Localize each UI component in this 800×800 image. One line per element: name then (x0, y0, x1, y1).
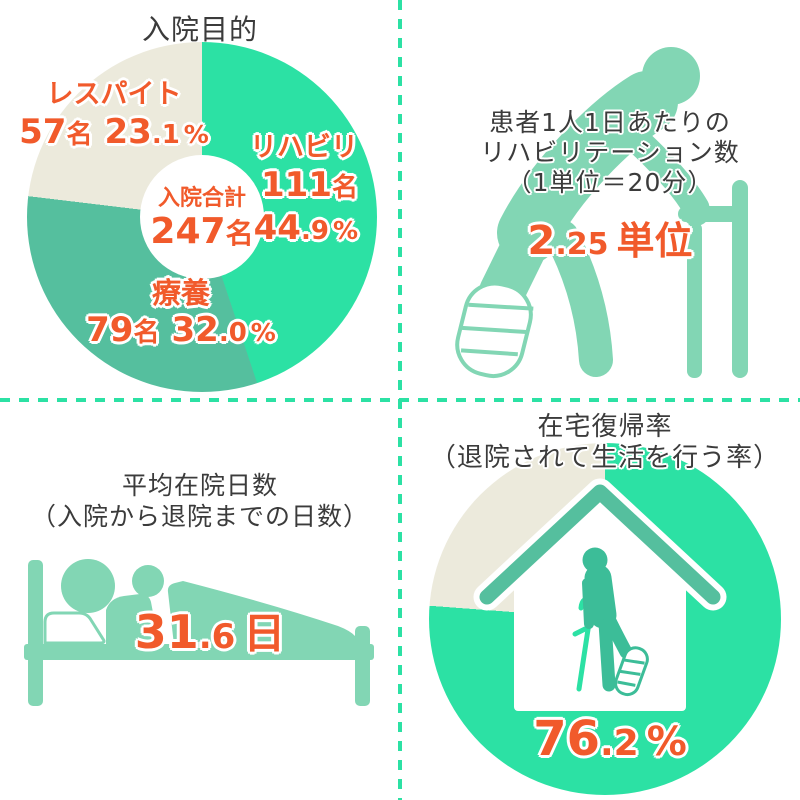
center-label-text: 入院合計 (157, 186, 246, 211)
bed-left-post (28, 560, 43, 706)
admission-purpose-title: 入院目的 (141, 13, 258, 46)
person-back-leg (479, 212, 553, 315)
house-person-front-leg (603, 614, 633, 659)
avg-stay-title: 平均在院日数 （入院から退院までの日数） (30, 471, 369, 531)
rehab-percent: 44.9% (253, 208, 358, 248)
slice-label-respite: レスパイト 57名 23.1% (14, 78, 214, 155)
lying-person-head (132, 565, 164, 597)
walking-person-icon (455, 47, 748, 379)
bed-rail (24, 644, 374, 660)
admission-pie-center-label: 入院合計 247名 (122, 186, 282, 254)
rehab-count: 111名 (261, 165, 358, 205)
person-head (642, 47, 700, 105)
blanket-shape (167, 581, 359, 645)
slice-label-rehab: リハビリ 111名 44.9% (138, 131, 358, 251)
medical-count-percent: 79名 32.0% (86, 310, 276, 350)
sitting-person-body (106, 594, 159, 645)
rehab-units-title: 患者1人1日あたりの リハビリテーション数 （1単位＝20分） (480, 108, 740, 197)
bandaged-foot-icon (455, 281, 534, 379)
person-hand (682, 198, 710, 226)
hospital-bed-icon (24, 559, 374, 706)
house-person-icon (582, 547, 649, 697)
house-person-cast (614, 646, 649, 697)
pillow-shape (43, 611, 106, 645)
house-person-torso (584, 564, 617, 629)
roof-band (479, 484, 721, 605)
house-icon (473, 478, 727, 711)
center-total: 247名 (150, 211, 254, 252)
respite-count-percent: 57名 23.1% (19, 112, 209, 152)
slice-label-medical: 療養 79名 32.0% (76, 276, 286, 353)
walker-front-bar (732, 180, 748, 378)
walker-rear-bar (687, 222, 702, 378)
home-return-title: 在宅復帰率 （退院されて生活を行う率） (429, 412, 781, 473)
person-front-leg (545, 220, 613, 377)
avg-stay-value: 31.6 日 (134, 605, 286, 659)
horizontal-dashed-divider (0, 398, 800, 402)
home-return-value: 76.2% (533, 711, 687, 767)
sitting-person-head (61, 559, 115, 613)
admission-pie-hole (140, 155, 264, 279)
house-person-standing-leg (598, 616, 616, 692)
rehab-units-value: 2.25 単位 (527, 218, 693, 264)
